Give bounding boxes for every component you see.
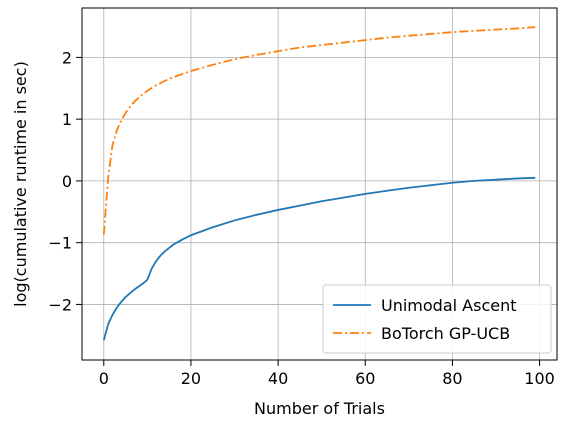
- legend-label-unimodal-ascent: Unimodal Ascent: [381, 296, 517, 315]
- series-line-1: [102, 26, 536, 235]
- legend: Unimodal Ascent BoTorch GP-UCB: [322, 284, 552, 354]
- x-tick-label: 20: [181, 369, 201, 388]
- series-line-0: [102, 176, 536, 341]
- x-tick-label: 80: [442, 369, 462, 388]
- series-lines: [102, 26, 536, 341]
- y-axis-label: log(cumulative runtime in sec): [11, 61, 30, 307]
- x-axis-label: Number of Trials: [254, 399, 385, 418]
- grid-lines: [82, 8, 557, 360]
- x-tick-label: 0: [99, 369, 109, 388]
- legend-label-botorch-gp-ucb: BoTorch GP-UCB: [381, 324, 510, 343]
- y-tick-label: 0: [62, 172, 72, 191]
- y-tick-label: −2: [48, 295, 72, 314]
- x-tick-label: 100: [524, 369, 555, 388]
- x-tick-label: 40: [268, 369, 288, 388]
- y-axis-ticks: −2 −1 0 1 2: [48, 48, 82, 314]
- x-tick-label: 60: [355, 369, 375, 388]
- y-tick-label: 1: [62, 110, 72, 129]
- plot-frame: [81, 7, 558, 361]
- y-tick-label: −1: [48, 234, 72, 253]
- y-tick-label: 2: [62, 48, 72, 67]
- x-axis-ticks: 0 20 40 60 80 100: [99, 360, 555, 388]
- legend-box: [322, 284, 552, 354]
